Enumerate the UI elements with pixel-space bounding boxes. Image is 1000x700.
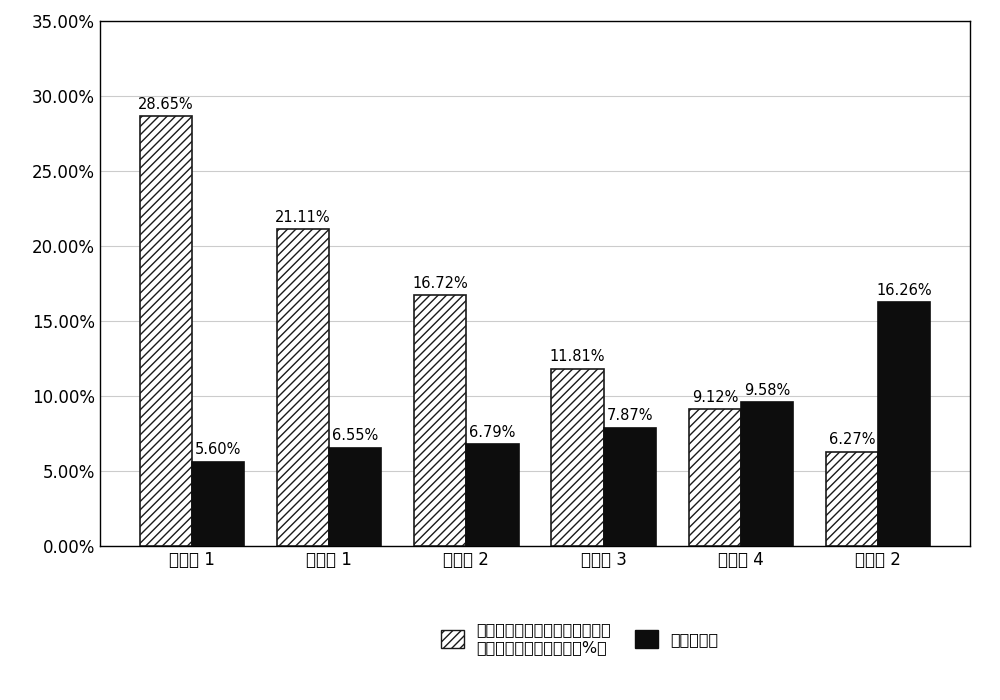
Text: 6.55%: 6.55% [332, 428, 378, 443]
Bar [878, 302, 930, 546]
Text: 28.65%: 28.65% [138, 97, 193, 112]
Bar [604, 428, 656, 546]
Text: 16.72%: 16.72% [412, 276, 468, 290]
Bar [551, 369, 604, 546]
Bar [329, 448, 381, 546]
Text: 5.60%: 5.60% [195, 442, 241, 458]
Bar [826, 452, 878, 546]
Bar [741, 402, 793, 546]
Bar [414, 295, 466, 546]
Text: 16.26%: 16.26% [877, 283, 932, 298]
Bar [140, 116, 192, 546]
Bar [689, 410, 741, 546]
Bar [192, 462, 244, 546]
Text: 21.11%: 21.11% [275, 210, 331, 225]
Bar [466, 444, 519, 546]
Bar [277, 230, 329, 546]
Legend: 肆溶包衣层中滑石的含量（相对
于层的总固体含量，重量%）, 双粒的比例: 肆溶包衣层中滑石的含量（相对 于层的总固体含量，重量%）, 双粒的比例 [441, 622, 718, 654]
Text: 6.79%: 6.79% [469, 425, 516, 440]
Text: 6.27%: 6.27% [829, 433, 875, 447]
Text: 9.58%: 9.58% [744, 383, 790, 398]
Text: 11.81%: 11.81% [550, 349, 605, 364]
Text: 9.12%: 9.12% [692, 390, 738, 405]
Text: 7.87%: 7.87% [606, 409, 653, 423]
